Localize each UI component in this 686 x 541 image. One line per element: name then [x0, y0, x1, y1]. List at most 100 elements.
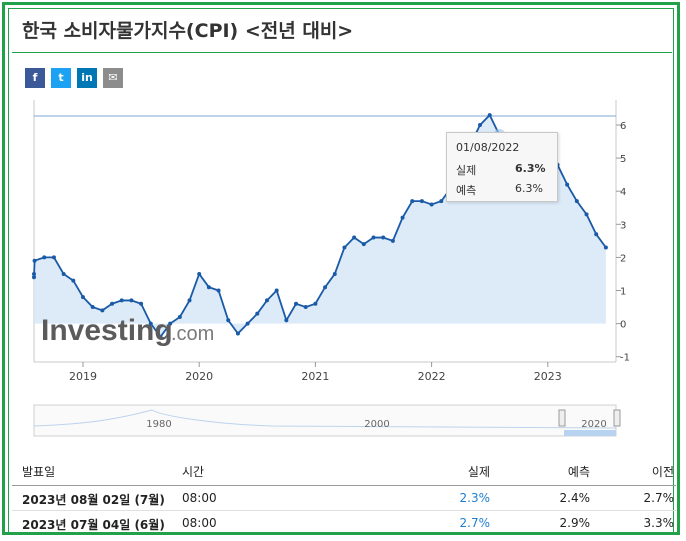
- data-point: [51, 255, 56, 260]
- x-tick-label: 2023: [534, 370, 562, 383]
- tooltip-forecast-label: 예측: [456, 184, 477, 197]
- navigator-label: 1980: [146, 419, 171, 430]
- data-point: [342, 245, 347, 250]
- row-divider: [12, 510, 676, 511]
- x-tick-label: 2022: [418, 370, 446, 383]
- header-previous: 이전: [651, 465, 674, 479]
- navigator-label: 2020: [581, 419, 606, 430]
- data-point: [284, 318, 289, 323]
- navigator-handle-left: [558, 409, 566, 427]
- data-point: [594, 232, 599, 237]
- data-point: [565, 182, 570, 187]
- data-point: [81, 295, 85, 300]
- data-point: [478, 123, 483, 127]
- data-point: [90, 305, 95, 310]
- data-point: [177, 314, 182, 319]
- data-point: [32, 275, 36, 280]
- data-point: [110, 301, 115, 306]
- data-point: [139, 301, 144, 306]
- tooltip-actual-label: 실제: [456, 164, 477, 177]
- header-actual: 실제: [467, 465, 490, 479]
- page-title: 한국 소비자물가지수(CPI) <전년 대비>: [22, 20, 354, 42]
- y-tick-label: 0: [620, 320, 626, 331]
- data-point: [584, 212, 589, 217]
- data-point: [100, 308, 105, 313]
- linkedin-share-button[interactable]: in: [77, 68, 97, 88]
- data-point: [303, 305, 308, 310]
- tooltip-date: 01/08/2022: [456, 141, 520, 154]
- data-point: [206, 285, 211, 290]
- data-point: [332, 271, 337, 276]
- y-tick-label: 1: [620, 287, 626, 298]
- outer-frame: [2, 2, 680, 535]
- facebook-icon: f: [32, 71, 38, 84]
- table-header-row: 발표일 시간 실제 예측 이전: [12, 458, 676, 482]
- data-point: [381, 235, 386, 240]
- data-point: [158, 334, 163, 339]
- table-row[interactable]: 2023년 07월 04일 (6월) 08:00 2.7% 2.9% 3.3%: [12, 511, 676, 535]
- data-point: [274, 288, 279, 293]
- data-point: [439, 199, 444, 204]
- data-point: [255, 311, 260, 316]
- twitter-share-button[interactable]: t: [51, 68, 71, 88]
- cpi-line-chart[interactable]: 6 5 4 3 2 1 0 -1 2019 2020 2021 2022 2023 Investing.c…: [12, 100, 674, 440]
- header-date: 발표일: [22, 465, 56, 479]
- data-point: [352, 235, 357, 240]
- data-point: [245, 321, 250, 326]
- data-point: [323, 285, 328, 290]
- facebook-share-button[interactable]: f: [25, 68, 45, 88]
- y-tick-label: 6: [620, 121, 626, 132]
- tooltip-forecast-value: 6.3%: [515, 182, 543, 195]
- x-tick-label: 2021: [301, 370, 329, 383]
- navigator-box: [33, 404, 617, 437]
- data-point: [390, 238, 395, 243]
- data-point: [264, 298, 269, 303]
- row-date: 2023년 07월 04일 (6월): [22, 518, 165, 532]
- data-point: [32, 271, 36, 276]
- data-point: [119, 298, 124, 303]
- x-tick-label: 2020: [185, 370, 213, 383]
- data-point: [71, 278, 76, 283]
- data-point: [32, 258, 37, 263]
- data-point: [574, 199, 579, 204]
- data-point: [61, 271, 66, 276]
- data-point: [42, 255, 47, 260]
- data-point: [197, 271, 202, 276]
- row-forecast: 2.4%: [559, 491, 591, 505]
- data-point: [235, 331, 240, 336]
- row-actual: 2.3%: [459, 491, 491, 505]
- row-actual: 2.7%: [459, 516, 491, 530]
- header-divider: [12, 485, 676, 486]
- y-tick-label: 2: [620, 253, 626, 264]
- data-point: [371, 235, 376, 240]
- data-point: [400, 215, 405, 220]
- navigator-handle-right: [613, 409, 621, 427]
- twitter-icon: t: [58, 71, 64, 84]
- title-divider: [12, 52, 672, 53]
- email-icon: ✉: [108, 71, 118, 84]
- data-point: [361, 242, 366, 247]
- data-point: [226, 318, 231, 323]
- navigator-selection: [564, 430, 616, 436]
- row-time: 08:00: [182, 491, 217, 505]
- data-point: [294, 301, 299, 306]
- table-row[interactable]: 2023년 08월 02일 (7월) 08:00 2.3% 2.4% 2.7%: [12, 486, 676, 510]
- data-point: [187, 298, 192, 303]
- data-point: [429, 202, 434, 207]
- header-forecast: 예측: [567, 465, 590, 479]
- data-point: [410, 199, 415, 204]
- tooltip-actual-value: 6.3%: [515, 162, 546, 175]
- data-point: [419, 199, 424, 204]
- watermark-domain: .com: [171, 323, 214, 345]
- inner-frame: [8, 8, 674, 533]
- data-point: [129, 298, 134, 303]
- y-tick-label: 4: [620, 187, 626, 198]
- navigator-series: [33, 409, 617, 429]
- header-time: 시간: [182, 465, 205, 479]
- row-forecast: 2.9%: [559, 516, 591, 530]
- email-share-button[interactable]: ✉: [103, 68, 123, 88]
- chart-tooltip: 01/08/2022 실제 6.3% 예측 6.3%: [446, 132, 558, 202]
- linkedin-icon: in: [81, 71, 93, 84]
- y-tick-label: 5: [620, 154, 626, 165]
- data-point: [148, 321, 153, 326]
